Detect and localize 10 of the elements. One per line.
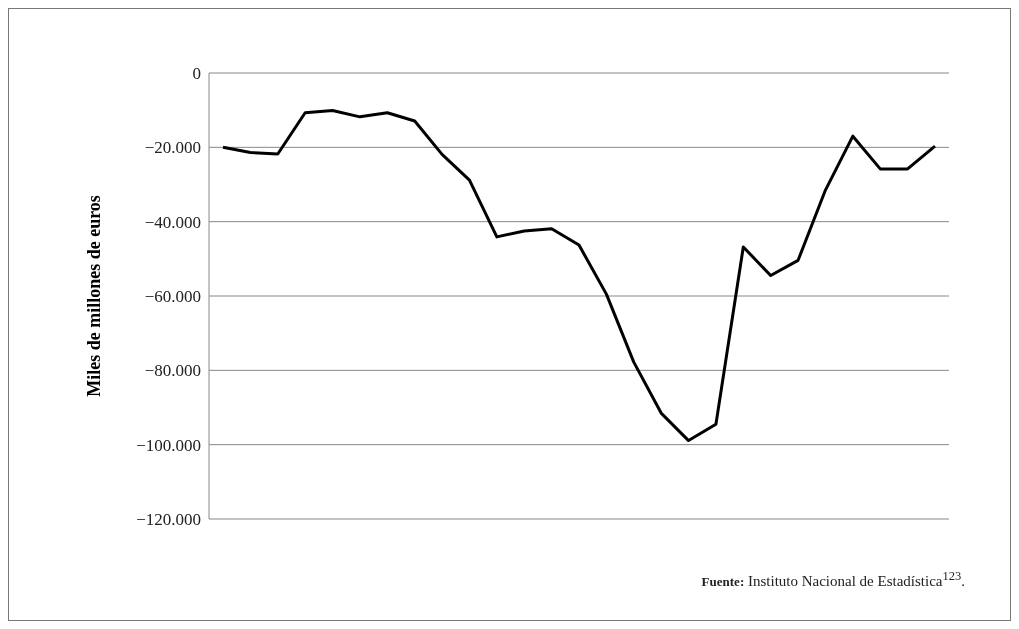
y-tick-label: −20.000 (144, 138, 201, 158)
y-tick-label: −100.000 (136, 435, 201, 455)
y-axis-title: Miles de millones de euros (84, 195, 105, 397)
line-series (221, 109, 937, 443)
y-tick-label: −60.000 (144, 287, 201, 307)
y-tick-label: 0 (192, 64, 201, 84)
y-tick-label: −40.000 (144, 212, 201, 232)
y-tick-label: −120.000 (136, 510, 201, 530)
y-tick-label: −80.000 (144, 361, 201, 381)
source-note: Fuente: Instituto Nacional de Estadística$^{123}$. (701, 569, 965, 589)
